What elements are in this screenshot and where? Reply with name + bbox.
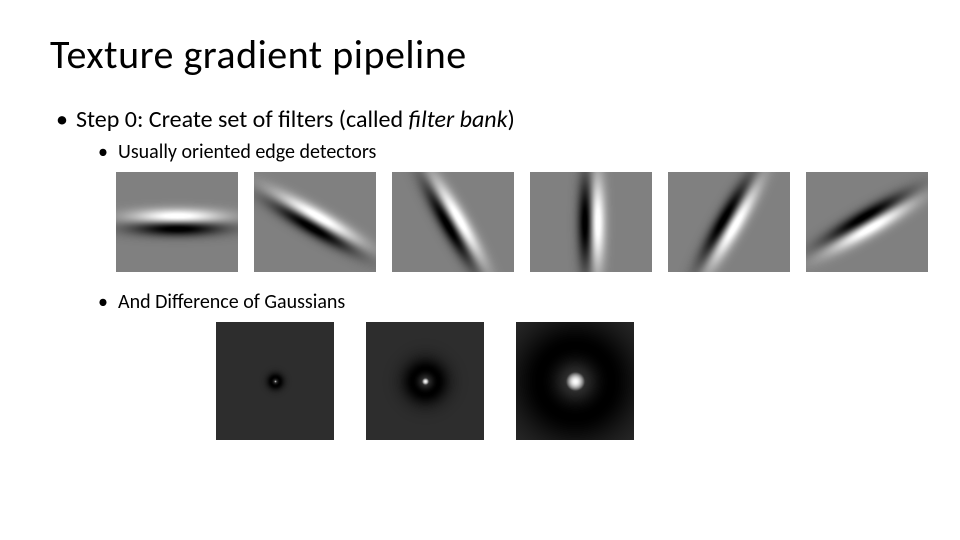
bullet-step0: Step 0: Create set of filters (called fi…: [50, 105, 910, 440]
bullet-step0-post: ): [508, 105, 515, 134]
oriented-filter-2: [392, 172, 514, 272]
bullet-step0-italic: filter bank: [409, 105, 508, 134]
dog-filter-0: [216, 322, 334, 440]
slide-title: Texture gradient pipeline: [50, 30, 910, 79]
bullet-list: Step 0: Create set of filters (called fi…: [50, 105, 910, 440]
dog-filter-row: [216, 322, 910, 440]
bullet-step0-pre: Step 0: Create set of filters (called: [76, 105, 409, 134]
sub-bullet-oriented: Usually oriented edge detectors: [92, 140, 910, 164]
dog-filter-1: [366, 322, 484, 440]
oriented-filter-0: [116, 172, 238, 272]
oriented-filter-1: [254, 172, 376, 272]
dog-filter-2: [516, 322, 634, 440]
oriented-filter-4: [668, 172, 790, 272]
sub-bullet-dog: And Difference of Gaussians: [92, 290, 910, 314]
sub-bullet-list-2: And Difference of Gaussians: [76, 290, 910, 314]
oriented-filter-3: [530, 172, 652, 272]
slide: Texture gradient pipeline Step 0: Create…: [0, 0, 960, 540]
oriented-filter-5: [806, 172, 928, 272]
sub-bullet-list-1: Usually oriented edge detectors: [76, 140, 910, 164]
oriented-filter-row: [116, 172, 910, 272]
